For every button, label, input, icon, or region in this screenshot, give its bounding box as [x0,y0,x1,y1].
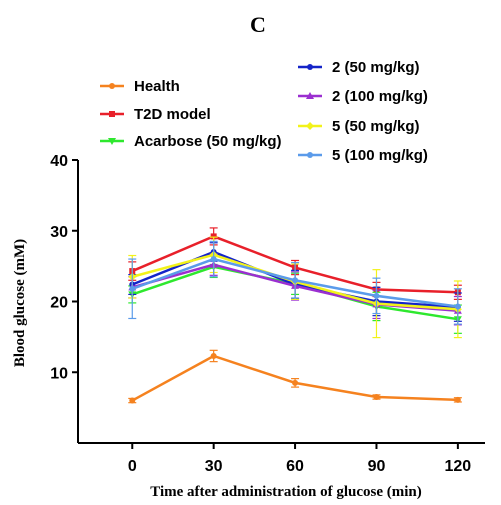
x-axis-label: Time after administration of glucose (mi… [150,484,422,500]
y-axis-label: Blood glucose (mM) [12,239,28,367]
data-point [292,379,299,386]
legend-item: 2 (100 mg/kg) [298,88,428,105]
legend-item: Acarbose (50 mg/kg) [100,133,282,150]
legend-marker [109,111,115,117]
y-tick-label: 10 [50,365,68,382]
legend-marker [306,122,314,130]
data-point [129,285,136,292]
y-tick-label: 40 [50,153,68,170]
x-tick-label: 90 [368,458,386,475]
legend-label: Health [134,78,180,95]
legend-label: 5 (100 mg/kg) [332,147,428,164]
legend-label: 2 (100 mg/kg) [332,88,428,105]
legend: Health T2D model Acarbose (50 mg/kg) 2 (50 … [100,59,428,164]
legend-item: 2 (50 mg/kg) [298,59,420,76]
legend-marker [108,138,116,145]
series-1 [128,349,462,404]
legend-marker [307,152,313,158]
x-tick-label: 60 [286,458,304,475]
x-tick-label: 0 [128,458,137,475]
legend-label: 5 (50 mg/kg) [332,118,420,135]
legend-label: 2 (50 mg/kg) [332,59,420,76]
data-point [292,277,299,284]
legend-marker [306,92,314,99]
data-point [373,394,380,401]
legend-marker [307,64,313,70]
x-tick-label: 30 [205,458,223,475]
y-ticks: 10 20 30 40 [50,153,78,382]
plot-area: 10 20 30 40 0 30 60 90 120 [50,153,485,475]
legend-label: Acarbose (50 mg/kg) [134,133,282,150]
data-point [210,233,217,240]
x-ticks: 0 30 60 90 120 [128,443,471,475]
data-point [454,303,461,310]
panel-label: C [250,12,266,37]
data-point [454,396,461,403]
data-point [210,352,217,359]
series-7 [128,240,462,325]
legend-item: Health [100,78,180,95]
data-point [210,256,217,263]
y-tick-label: 20 [50,295,68,312]
data-point [373,292,380,299]
x-tick-label: 120 [445,458,472,475]
series-group [128,227,462,404]
data-point [129,397,136,404]
legend-item: 5 (50 mg/kg) [298,118,420,135]
legend-label: T2D model [134,106,211,123]
legend-item: 5 (100 mg/kg) [298,147,428,164]
legend-item: T2D model [100,106,211,123]
y-tick-label: 30 [50,224,68,241]
legend-marker [109,83,115,89]
